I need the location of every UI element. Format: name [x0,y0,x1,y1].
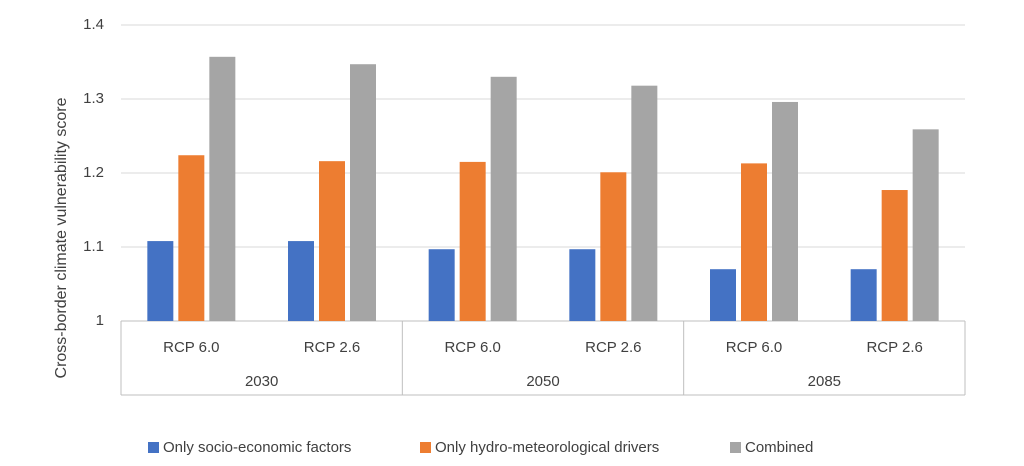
group-label: 2030 [245,373,278,390]
x-tick-label: RCP 6.0 [444,339,500,356]
bar [319,161,345,321]
bar [912,129,939,321]
bar [710,269,736,321]
group-label: 2050 [526,373,559,390]
y-axis-title: Cross-border climate vulnerability score [53,97,70,378]
bar [741,163,767,321]
bar [147,241,174,321]
bar [178,155,205,321]
y-tick-label: 1 [96,312,104,329]
legend-label: Combined [745,439,813,456]
bar [428,249,455,321]
bar [490,76,517,321]
x-tick-label: RCP 2.6 [304,339,360,356]
y-tick-label: 1.3 [83,90,104,107]
bar [350,64,376,321]
bar [600,172,627,321]
x-tick-label: RCP 2.6 [585,339,641,356]
x-tick-label: RCP 6.0 [726,339,782,356]
x-tick-label: RCP 2.6 [866,339,922,356]
bar [288,241,314,321]
bar [850,269,877,321]
bar [569,249,596,321]
legend-label: Only socio-economic factors [163,439,351,456]
legend-label: Only hydro-meteorological drivers [435,439,659,456]
legend-swatch [148,442,159,453]
y-tick-label: 1.4 [83,16,104,33]
bar [631,85,658,322]
bar [772,101,798,322]
legend-swatch [730,442,741,453]
bar [459,161,486,321]
legend-swatch [420,442,431,453]
y-tick-label: 1.1 [83,238,104,255]
x-tick-label: RCP 6.0 [163,339,219,356]
group-label: 2085 [808,373,841,390]
bar [209,56,236,321]
bar [881,190,908,321]
y-tick-label: 1.2 [83,164,104,181]
